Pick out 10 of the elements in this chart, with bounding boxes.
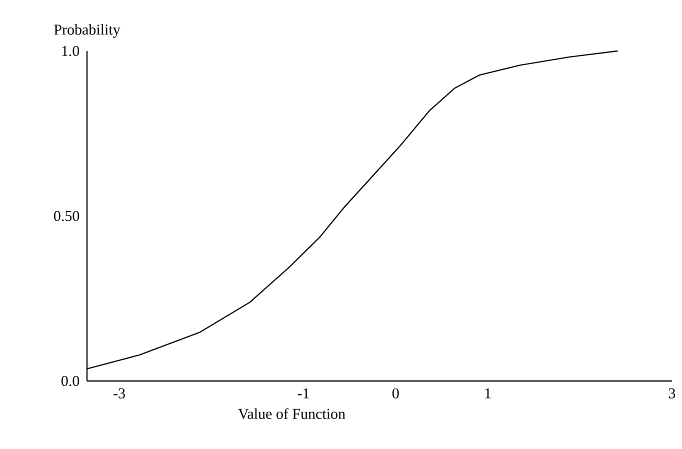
- x-tick-label: -3: [114, 388, 125, 398]
- x-tick-label: 0: [392, 388, 399, 398]
- y-tick-label: 0.50: [54, 210, 80, 222]
- x-tick-label: 1: [485, 388, 491, 398]
- y-axis-title: Probability: [54, 24, 120, 38]
- x-tick-label: -1: [298, 388, 309, 398]
- y-tick-label: 0.0: [61, 376, 80, 386]
- x-tick-label: 3: [668, 388, 676, 398]
- x-axis-title: Value of Function: [238, 408, 346, 419]
- y-tick-label: 1.0: [62, 46, 80, 56]
